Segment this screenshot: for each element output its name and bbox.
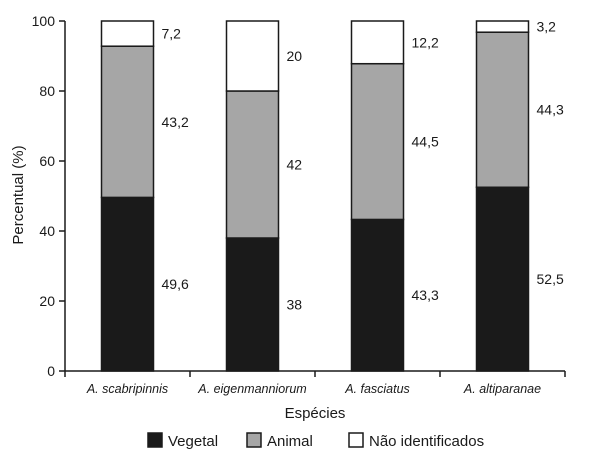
legend-label: Não identificados [369,433,484,450]
data-label: 3,2 [537,19,557,35]
bar-segment [350,218,405,372]
legend-swatch [147,432,163,448]
bar-segment [225,20,280,92]
data-label: 52,5 [537,271,564,287]
bar-segment [225,90,280,239]
data-label: 42 [287,157,303,173]
data-labels: 49,6 43,2 7,2 38 42 20 43,3 44,5 12,2 52,5 44,3 3,2 [162,19,564,313]
data-label: 12,2 [412,34,439,50]
legend: Vegetal Animal Não identificados [147,432,484,450]
data-label: 7,2 [162,26,182,42]
y-axis-title: Percentual (%) [10,145,27,244]
y-tick-label: 100 [32,13,56,29]
bar-segment [475,31,530,189]
legend-swatch [246,432,262,448]
x-tick-label: A. eigenmanniorum [197,382,306,396]
legend-swatch [348,432,364,448]
data-label: 43,2 [162,114,189,130]
bar-segment [475,20,530,33]
bar-segment [475,186,530,372]
data-label: 44,5 [412,134,439,150]
bar-segment [100,196,155,372]
data-label: 43,3 [412,287,439,303]
data-label: 20 [287,48,303,64]
y-tick-label: 0 [47,363,55,379]
y-tick-label: 40 [39,223,55,239]
axes: 0 20 40 60 80 100 A. scabripinnis A. eigenmanni… [32,13,566,396]
x-tick-label: A. fasciatus [344,382,410,396]
data-label: 38 [287,297,303,313]
data-label: 49,6 [162,276,189,292]
legend-label: Vegetal [168,433,218,450]
bar-segment [350,20,405,65]
x-tick-label: A. altiparanae [463,382,541,396]
legend-label: Animal [267,433,313,450]
x-tick-label: A. scabripinnis [86,382,168,396]
bar-segment [225,237,280,372]
bar-segment [100,45,155,199]
x-axis-title: Espécies [285,405,346,422]
bar-segment [100,20,155,47]
y-tick-label: 20 [39,293,55,309]
data-label: 44,3 [537,102,564,118]
bars [100,20,530,372]
y-tick-label: 80 [39,83,55,99]
y-tick-label: 60 [39,153,55,169]
bar-segment [350,62,405,221]
